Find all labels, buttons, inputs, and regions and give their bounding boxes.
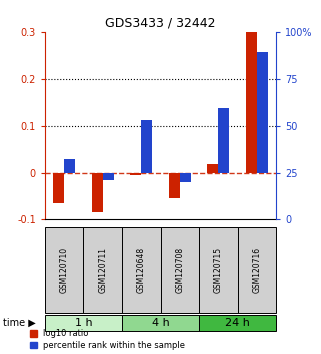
Text: GSM120708: GSM120708 (175, 247, 184, 293)
Text: GSM120648: GSM120648 (137, 247, 146, 293)
Text: GSM120716: GSM120716 (252, 247, 261, 293)
Text: 1 h: 1 h (75, 318, 92, 328)
Bar (218, 108, 229, 172)
Text: time ▶: time ▶ (3, 318, 36, 328)
Bar (53, 172, 64, 203)
Bar (169, 172, 180, 198)
Bar (207, 164, 218, 172)
Bar (246, 32, 257, 172)
Bar (64, 159, 75, 172)
Bar (92, 172, 103, 212)
Bar (130, 172, 141, 175)
Bar (141, 120, 152, 172)
Bar (257, 52, 268, 172)
Text: GSM120715: GSM120715 (214, 247, 223, 293)
Legend: log10 ratio, percentile rank within the sample: log10 ratio, percentile rank within the … (30, 329, 185, 350)
Title: GDS3433 / 32442: GDS3433 / 32442 (105, 16, 216, 29)
Bar (180, 172, 191, 182)
Text: 24 h: 24 h (225, 318, 250, 328)
Text: 4 h: 4 h (152, 318, 169, 328)
Text: GSM120710: GSM120710 (60, 247, 69, 293)
Bar (103, 172, 114, 179)
Text: GSM120711: GSM120711 (98, 247, 107, 293)
